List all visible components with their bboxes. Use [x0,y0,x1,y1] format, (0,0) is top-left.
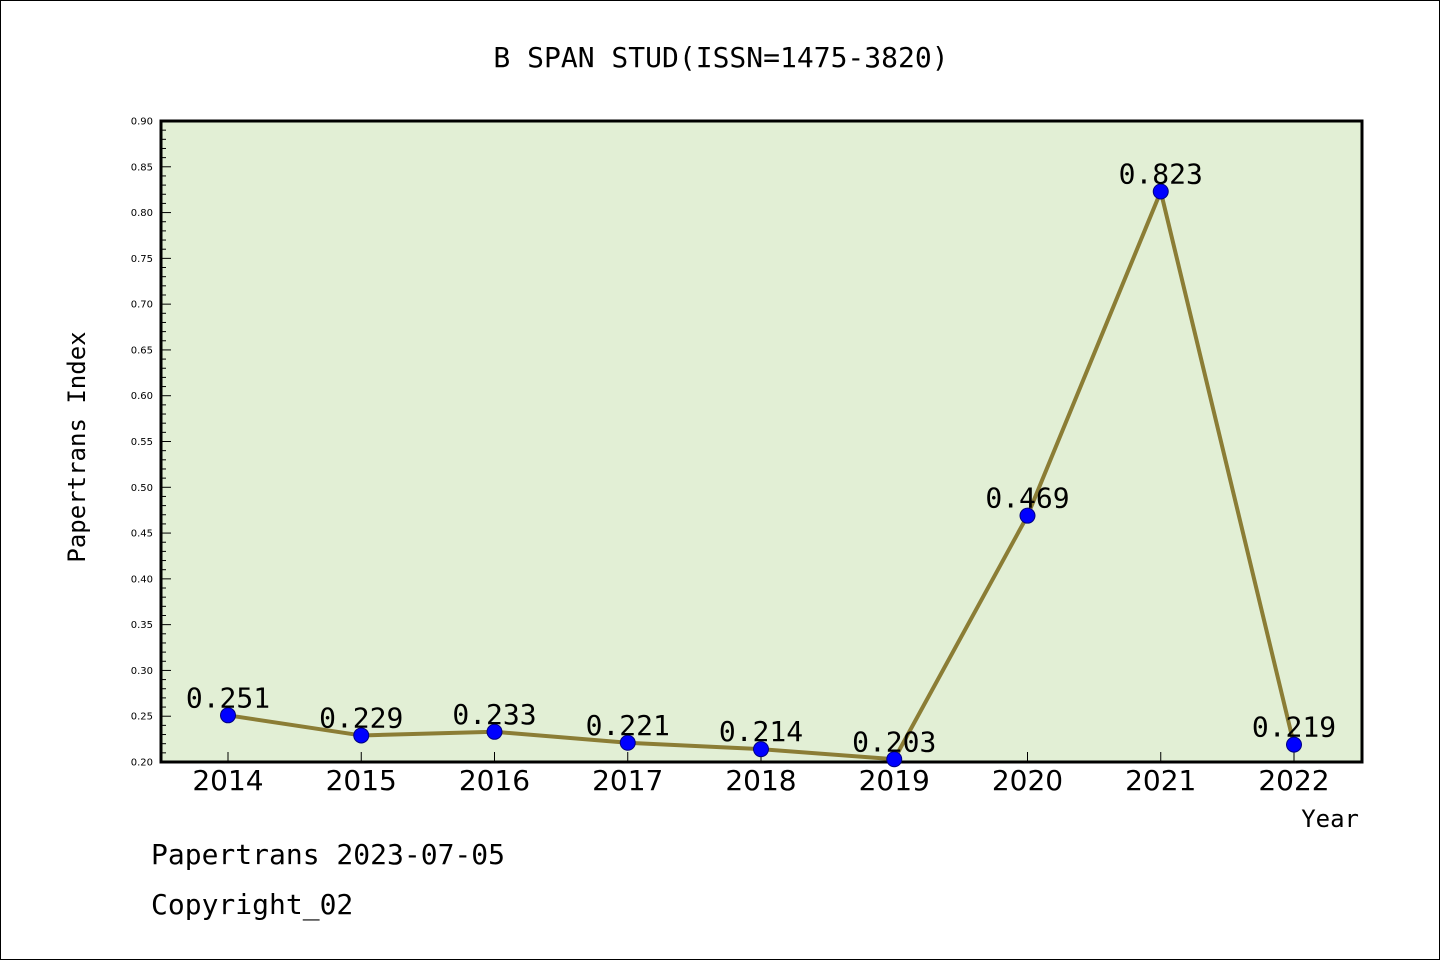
plot-area [159,119,1364,764]
data-label: 0.251 [186,681,270,714]
series-layer: 0.251 0.229 0.233 0.221 0.214 0.203 0.469 0.823… [186,158,1336,768]
data-label: 0.229 [319,701,403,734]
x-tick-label: 2017 [592,764,663,797]
data-point [886,751,903,768]
y-tick-label: 0.85 [131,162,153,173]
y-tick-label: 0.90 [131,117,153,128]
data-point [753,741,769,758]
y-axis-label: Papertrans Index [63,331,91,562]
x-tick-label: 2020 [992,764,1063,797]
x-tick-label: 2021 [1125,764,1196,797]
data-point [1286,736,1302,753]
data-label: 0.221 [586,709,670,742]
y-tick-label: 0.50 [131,483,153,494]
y-axis: 0.20 0.25 0.30 0.35 0.40 0.45 0.50 0.55 0.60 0.65… [131,117,171,769]
x-tick-label: 2022 [1258,764,1329,797]
data-point [353,727,370,744]
x-tick-label: 2015 [326,764,397,797]
data-label: 0.469 [985,482,1069,515]
x-tick-label: 2016 [459,764,530,797]
x-tick-label: 2018 [725,764,796,797]
x-axis: 2014 2015 2016 2017 2018 2019 2020 2021 2022 [192,752,1330,797]
x-axis-label: Year [1301,805,1359,833]
footer-copyright: Copyright_02 [151,888,353,922]
y-tick-label: 0.30 [131,666,153,677]
data-point [1152,183,1169,200]
y-tick-label: 0.55 [131,437,153,448]
data-point [220,707,236,724]
chart-title: B SPAN STUD(ISSN=1475-3820) [493,41,948,74]
data-point [486,723,503,740]
y-tick-label: 0.35 [131,620,153,631]
y-tick-label: 0.45 [131,529,153,540]
y-tick-label: 0.75 [131,254,153,265]
data-label: 0.823 [1119,158,1203,191]
y-tick-label: 0.25 [131,712,153,723]
y-tick-label: 0.70 [131,300,153,311]
data-label: 0.214 [719,715,803,748]
y-tick-label: 0.65 [131,345,153,356]
x-tick-label: 2014 [192,764,263,797]
footer-date: Papertrans 2023-07-05 [151,838,505,871]
y-tick-label: 0.20 [131,758,153,769]
x-tick-label: 2019 [859,764,930,797]
y-tick-label: 0.40 [131,574,153,585]
data-label: 0.233 [452,698,536,731]
data-label: 0.203 [852,725,936,758]
y-tick-label: 0.80 [131,208,153,219]
data-point [619,734,636,751]
y-tick-label: 0.60 [131,391,153,402]
data-label: 0.219 [1252,711,1336,744]
data-point [1019,507,1036,524]
